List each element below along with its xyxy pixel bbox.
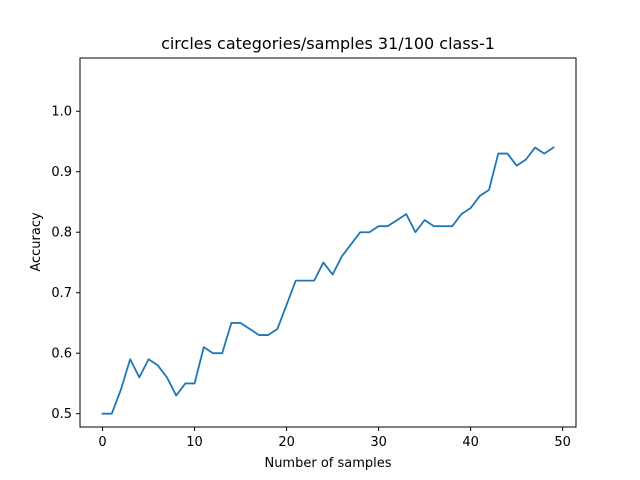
- y-tick-label: 1.0: [51, 105, 72, 120]
- x-tick-label: 20: [278, 435, 295, 450]
- y-tick-label: 0.7: [51, 286, 72, 301]
- y-axis: 0.5 0.6 0.7 0.8 0.9 1.0: [51, 105, 80, 422]
- chart-title: circles categories/samples 31/100 class-…: [161, 34, 495, 53]
- x-tick-label: 40: [462, 435, 479, 450]
- x-axis: 0 10 20 30 40 50: [98, 427, 571, 450]
- y-tick-label: 0.9: [51, 165, 72, 180]
- y-tick-label: 0.6: [51, 347, 72, 362]
- y-axis-label: Accuracy: [29, 212, 44, 272]
- plot-area: [101, 146, 555, 415]
- x-axis-label: Number of samples: [264, 456, 391, 471]
- y-tick-label: 0.8: [51, 226, 72, 241]
- x-tick-label: 50: [554, 435, 571, 450]
- y-tick-label: 0.5: [51, 407, 72, 422]
- x-tick-label: 30: [370, 435, 387, 450]
- x-tick-label: 0: [98, 435, 106, 450]
- plot-frame: [79, 57, 577, 428]
- x-tick-label: 10: [186, 435, 203, 450]
- series-line-1: [101, 146, 555, 415]
